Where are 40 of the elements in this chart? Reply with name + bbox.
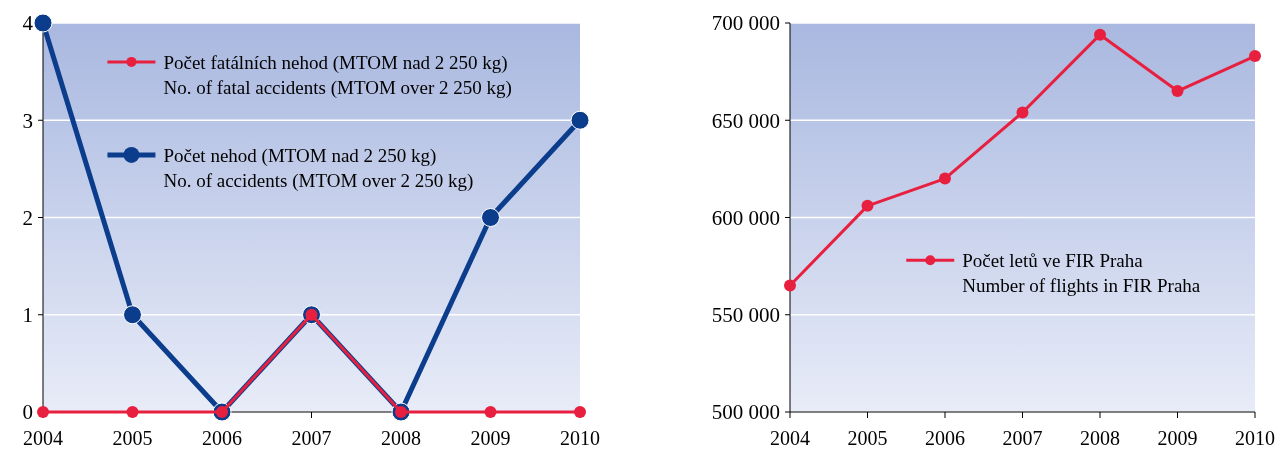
x-tick-label: 2008	[1080, 427, 1120, 449]
y-tick-label: 600 000	[711, 205, 780, 230]
y-tick-label: 700 000	[711, 11, 780, 36]
x-tick-label: 2005	[112, 427, 153, 449]
point	[123, 305, 142, 325]
point	[1016, 106, 1029, 119]
y-tick-label: 1	[22, 303, 33, 328]
x-tick-label: 2007	[1002, 427, 1043, 449]
point	[1249, 50, 1261, 63]
legend-label: Počet letů ve FIR Praha Number of flights in FIR Praha	[962, 249, 1201, 296]
x-tick-label: 2008	[381, 427, 421, 449]
point	[484, 406, 497, 418]
point	[126, 406, 139, 418]
x-tick-label: 2010	[1235, 427, 1275, 449]
y-tick-label: 650 000	[711, 108, 780, 133]
x-tick-label: 2009	[470, 427, 511, 449]
x-tick-label: 2005	[847, 427, 888, 449]
x-tick-label: 2007	[291, 427, 332, 449]
x-tick-label: 2004	[23, 427, 63, 449]
point	[1094, 28, 1106, 41]
point	[784, 279, 796, 292]
legend-label: Počet fatálních nehod (MTOM nad 2 250 kg) No. of fatal accidents (MTOM over 2 250 kg)	[163, 51, 512, 99]
x-tick-label: 2010	[560, 427, 600, 449]
point	[939, 172, 951, 185]
x-tick-label: 2006	[925, 427, 965, 449]
point	[861, 199, 874, 212]
legend-label: Počet nehod (MTOM nad 2 250 kg) No. of accidents (MTOM over 2 250 kg)	[163, 144, 474, 192]
point	[481, 208, 500, 227]
x-tick-label: 2006	[202, 427, 242, 449]
y-tick-label: 0	[22, 400, 33, 425]
point	[570, 110, 590, 130]
point	[33, 13, 53, 33]
y-tick-label: 3	[22, 108, 33, 133]
y-tick-label: 4	[22, 11, 34, 36]
x-tick-label: 2004	[770, 427, 810, 449]
point	[1171, 85, 1184, 98]
x-tick-label: 2009	[1157, 427, 1198, 449]
y-tick-label: 550 000	[711, 303, 780, 328]
y-tick-label: 500 000	[711, 400, 780, 425]
y-tick-label: 2	[22, 205, 33, 230]
